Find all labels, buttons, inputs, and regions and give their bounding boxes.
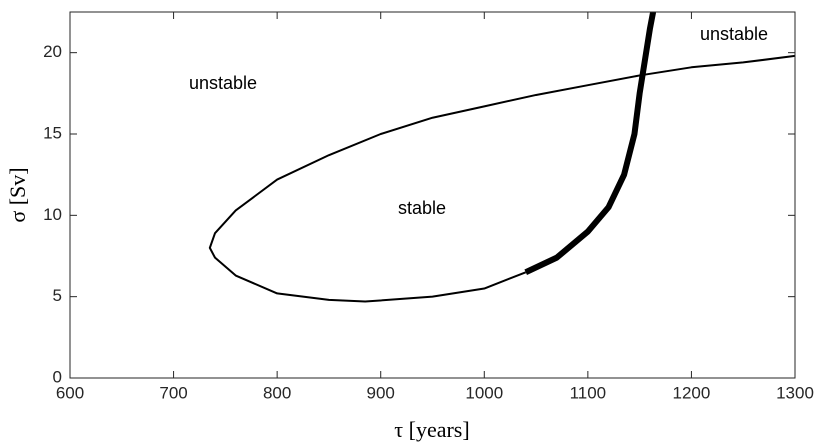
x-tick-label: 900 — [367, 383, 395, 402]
y-tick-label: 5 — [53, 286, 62, 305]
region-label: unstable — [189, 73, 257, 93]
y-tick-label: 0 — [53, 367, 62, 386]
x-tick-label: 1100 — [570, 383, 607, 402]
curve — [524, 12, 657, 275]
x-tick-label: 1200 — [673, 383, 711, 402]
region-label: stable — [398, 198, 446, 218]
x-tick-label: 1000 — [465, 383, 503, 402]
curve — [208, 54, 795, 303]
y-tick-label: 15 — [43, 123, 62, 142]
plot-frame — [69, 11, 796, 379]
y-tick-label: 10 — [43, 205, 62, 224]
x-tick-label: 800 — [263, 383, 291, 402]
y-axis-title: σ [Sv] — [5, 167, 30, 222]
region-label: unstable — [700, 24, 768, 44]
x-tick-label: 600 — [56, 383, 84, 402]
x-tick-label: 1300 — [776, 383, 814, 402]
x-axis-title: τ [years] — [394, 417, 469, 442]
y-tick-label: 20 — [43, 42, 62, 61]
x-tick-label: 700 — [159, 383, 187, 402]
